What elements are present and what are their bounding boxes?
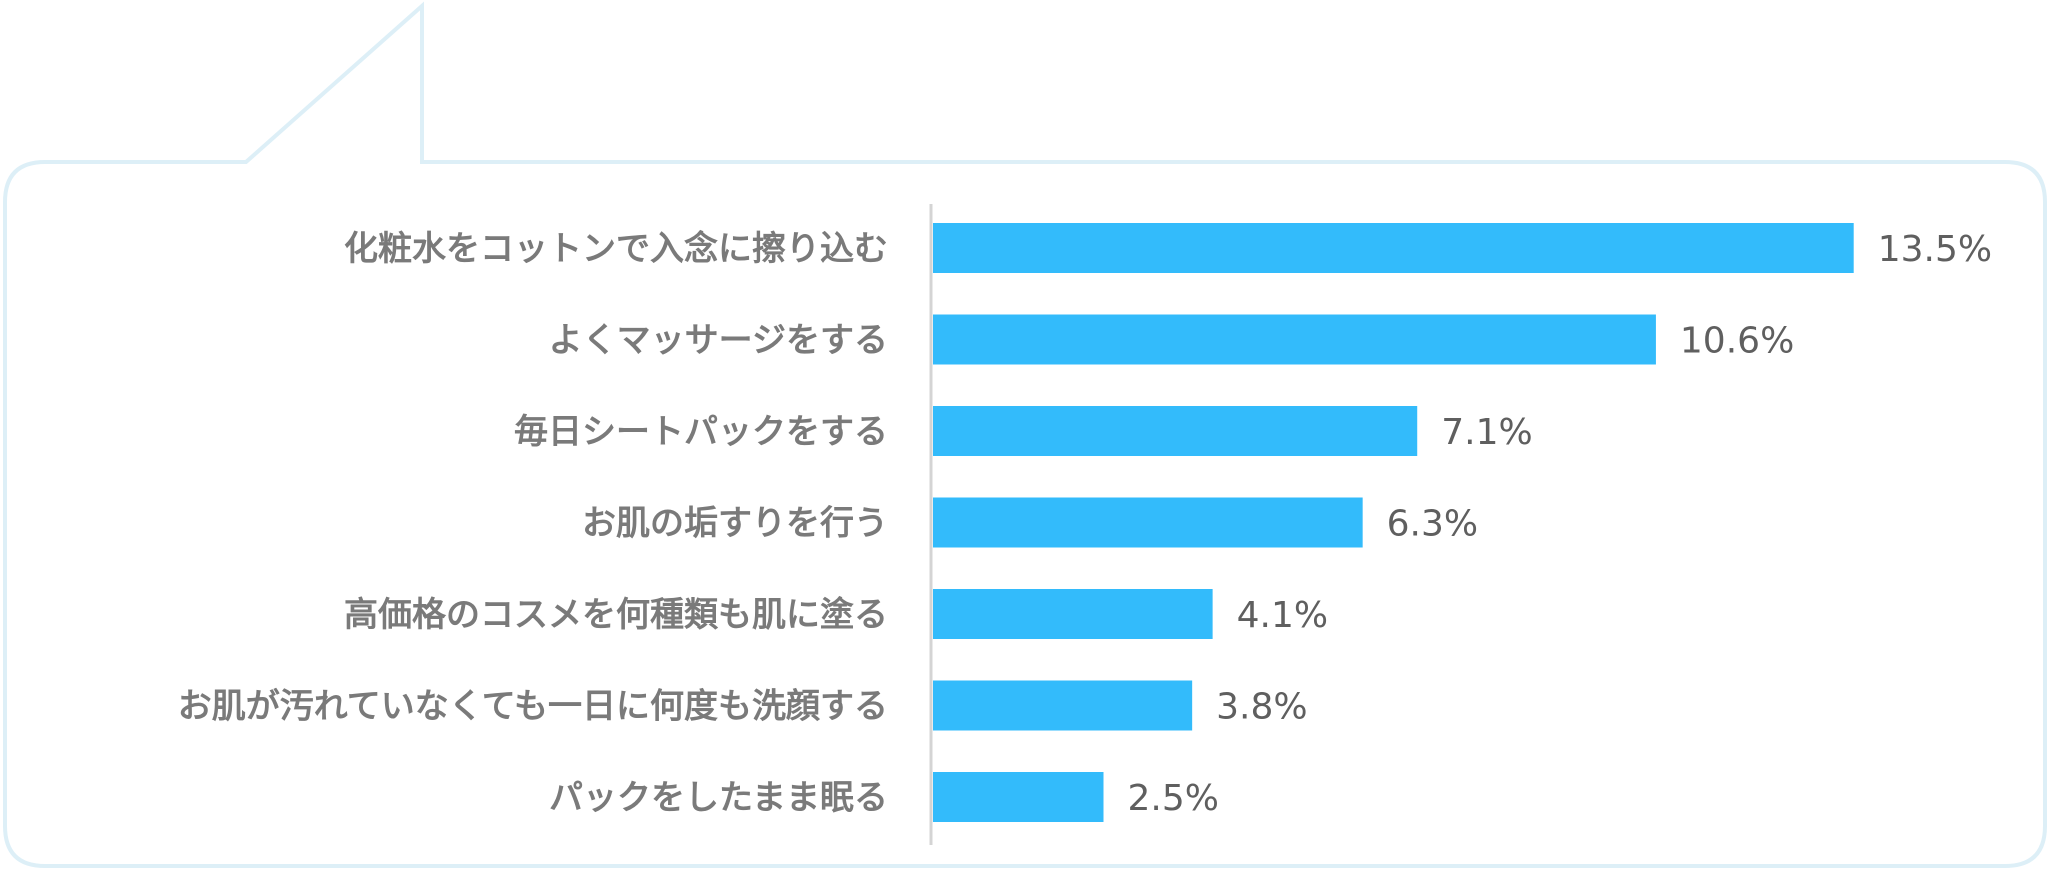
bar	[933, 314, 1656, 365]
category-label: お肌の垢すりを行う	[582, 504, 888, 544]
category-label: 化粧水をコットンで入念に擦り込む	[344, 229, 888, 269]
category-label: パックをしたまま眠る	[549, 778, 888, 818]
category-label: 毎日シートパックをする	[514, 412, 888, 452]
bar	[933, 406, 1418, 456]
category-label: 高価格のコスメを何種類も肌に塗る	[344, 595, 888, 635]
value-label: 7.1%	[1441, 412, 1532, 453]
speech-bubble-frame	[3, 1, 2047, 868]
value-label: 13.5%	[1878, 229, 1992, 270]
bar	[933, 589, 1213, 639]
bar	[933, 497, 1363, 548]
bar	[933, 772, 1104, 822]
value-label: 6.3%	[1387, 504, 1478, 545]
category-label: よくマッサージをする	[549, 321, 888, 361]
bar	[933, 680, 1193, 731]
value-label: 4.1%	[1237, 595, 1328, 636]
bar	[933, 223, 1854, 273]
value-label: 3.8%	[1216, 687, 1307, 728]
value-label: 2.5%	[1128, 778, 1219, 819]
category-label: お肌が汚れていなくても一日に何度も洗顔する	[178, 687, 888, 727]
value-label: 10.6%	[1680, 321, 1794, 362]
bars-group: 化粧水をコットンで入念に擦り込む 13.5% よくマッサージをする 10.6% 毎日シー…	[178, 223, 1992, 822]
